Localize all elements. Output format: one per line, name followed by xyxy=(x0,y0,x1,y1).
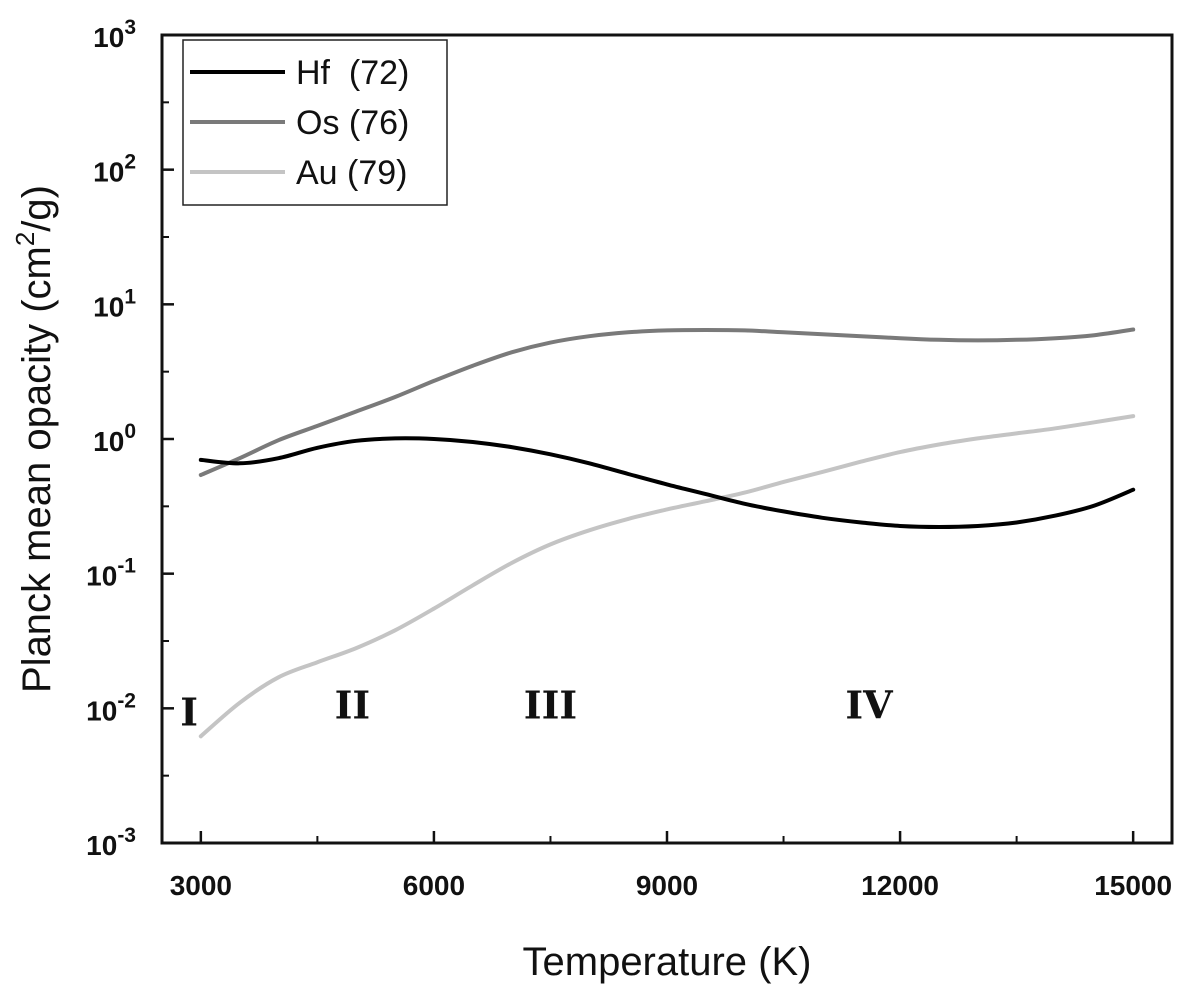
x-tick-label: 3000 xyxy=(170,870,232,901)
x-tick-label: 12000 xyxy=(861,870,939,901)
series-line-au-79 xyxy=(198,414,1136,739)
y-tick-label: 103 xyxy=(93,16,136,53)
y-axis-title-tail: /g) xyxy=(15,185,59,232)
y-tick-exp: -2 xyxy=(117,689,136,712)
legend: Hf (72) Os (76) Au (79) xyxy=(182,39,448,206)
legend-label-hf-72: Hf (72) xyxy=(296,54,409,92)
series-line-os-76 xyxy=(198,327,1136,477)
y-tick-label: 10-3 xyxy=(86,824,136,861)
y-tick-base: 10 xyxy=(93,291,124,322)
y-tick-base: 10 xyxy=(93,157,124,188)
region-annotations: I II III IV xyxy=(180,682,894,734)
y-tick-exp: 0 xyxy=(124,420,136,443)
region-label: I xyxy=(180,689,198,734)
y-tick-label: 10-1 xyxy=(86,555,136,592)
y-tick-exp: 1 xyxy=(124,285,136,308)
x-tick-label: 15000 xyxy=(1094,870,1172,901)
y-tick-exp: 2 xyxy=(124,151,136,174)
series-line-hf-72 xyxy=(198,436,1136,529)
y-axis-title: Planck mean opacity (cm2/g) xyxy=(10,185,59,693)
y-tick-label: 10-2 xyxy=(86,689,136,726)
y-tick-exp: 3 xyxy=(124,16,136,39)
y-tick-base: 10 xyxy=(86,830,117,861)
y-tick-base: 10 xyxy=(93,22,124,53)
y-tick-exp: -1 xyxy=(117,555,136,578)
series-layer xyxy=(198,327,1136,739)
x-tick-label: 6000 xyxy=(403,870,465,901)
y-tick-exp: -3 xyxy=(117,824,136,847)
legend-label-os-76: Os (76) xyxy=(296,104,409,142)
y-tick-base: 10 xyxy=(86,695,117,726)
x-axis-title: Temperature (K) xyxy=(523,940,812,984)
y-tick-label: 100 xyxy=(93,420,136,457)
legend-label-au-79: Au (79) xyxy=(296,154,408,192)
y-tick-base: 10 xyxy=(93,426,124,457)
region-label: II xyxy=(335,682,371,727)
y-tick-base: 10 xyxy=(86,561,117,592)
x-axis: 3000 6000 9000 12000 15000 xyxy=(170,831,1172,901)
legend-items: Hf (72) Os (76) Au (79) xyxy=(190,54,409,192)
y-axis-title-main: Planck mean opacity (cm xyxy=(15,246,59,693)
region-label: III xyxy=(524,682,577,727)
y-tick-label: 102 xyxy=(93,151,136,188)
y-tick-label: 101 xyxy=(93,285,136,322)
x-tick-label: 9000 xyxy=(636,870,698,901)
y-axis-title-sup: 2 xyxy=(10,232,40,246)
region-label: IV xyxy=(845,682,894,727)
